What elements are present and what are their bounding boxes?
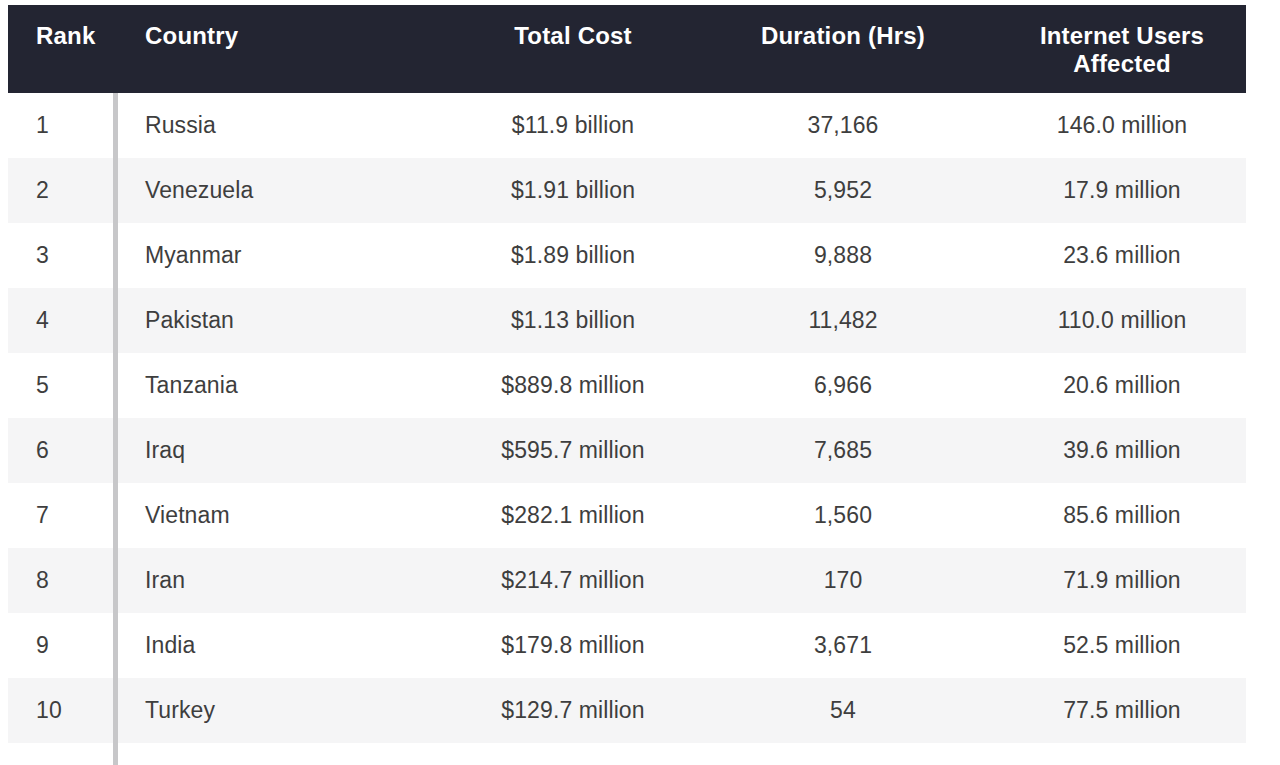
cell-country: Russia <box>115 112 458 139</box>
cell-duration-hrs: 170 <box>688 567 998 594</box>
column-header-total-cost: Total Cost <box>458 5 688 93</box>
cell-internet-users: 110.0 million <box>998 307 1246 334</box>
column-header-country: Country <box>115 5 458 93</box>
cell-internet-users: 17.9 million <box>998 177 1246 204</box>
table-header-row: Rank Country Total Cost Duration (Hrs) I… <box>8 5 1246 93</box>
table-row: 4 Pakistan $1.13 billion 11,482 110.0 mi… <box>8 288 1246 353</box>
cell-duration-hrs: 3,671 <box>688 632 998 659</box>
table-row: 7 Vietnam $282.1 million 1,560 85.6 mill… <box>8 483 1246 548</box>
cell-country: Myanmar <box>115 242 458 269</box>
cell-country: Turkey <box>115 697 458 724</box>
cell-country: Venezuela <box>115 177 458 204</box>
cell-rank: 6 <box>8 437 115 464</box>
cell-duration-hrs: 37,166 <box>688 112 998 139</box>
cell-internet-users: 71.9 million <box>998 567 1246 594</box>
cell-duration-hrs: 54 <box>688 697 998 724</box>
cell-country: Vietnam <box>115 502 458 529</box>
table-row: 9 India $179.8 million 3,671 52.5 millio… <box>8 613 1246 678</box>
cell-country: Pakistan <box>115 307 458 334</box>
column-header-rank: Rank <box>8 5 115 93</box>
cell-rank: 9 <box>8 632 115 659</box>
cell-rank: 10 <box>8 697 115 724</box>
cell-internet-users: 20.6 million <box>998 372 1246 399</box>
ranked-countries-page: Rank Country Total Cost Duration (Hrs) I… <box>0 0 1280 765</box>
cell-rank: 5 <box>8 372 115 399</box>
table-row: 10 Turkey $129.7 million 54 77.5 million <box>8 678 1246 743</box>
internet-shutdown-cost-table: Rank Country Total Cost Duration (Hrs) I… <box>8 5 1246 743</box>
column-header-internet-users: Internet Users Affected <box>998 5 1246 93</box>
cell-total-cost: $1.13 billion <box>458 307 688 334</box>
cell-rank: 2 <box>8 177 115 204</box>
cell-duration-hrs: 5,952 <box>688 177 998 204</box>
cell-total-cost: $1.91 billion <box>458 177 688 204</box>
cell-rank: 3 <box>8 242 115 269</box>
rank-column-divider <box>113 93 118 765</box>
cell-total-cost: $889.8 million <box>458 372 688 399</box>
cell-total-cost: $595.7 million <box>458 437 688 464</box>
cell-internet-users: 77.5 million <box>998 697 1246 724</box>
cell-total-cost: $214.7 million <box>458 567 688 594</box>
cell-duration-hrs: 11,482 <box>688 307 998 334</box>
cell-internet-users: 146.0 million <box>998 112 1246 139</box>
cell-rank: 8 <box>8 567 115 594</box>
table-row: 8 Iran $214.7 million 170 71.9 million <box>8 548 1246 613</box>
cell-rank: 4 <box>8 307 115 334</box>
cell-internet-users: 52.5 million <box>998 632 1246 659</box>
table-body: 1 Russia $11.9 billion 37,166 146.0 mill… <box>8 93 1246 743</box>
cell-country: Iran <box>115 567 458 594</box>
table-row: 1 Russia $11.9 billion 37,166 146.0 mill… <box>8 93 1246 158</box>
cell-total-cost: $11.9 billion <box>458 112 688 139</box>
column-header-duration-hrs: Duration (Hrs) <box>688 5 998 93</box>
table-row: 3 Myanmar $1.89 billion 9,888 23.6 milli… <box>8 223 1246 288</box>
table-row: 6 Iraq $595.7 million 7,685 39.6 million <box>8 418 1246 483</box>
cell-total-cost: $282.1 million <box>458 502 688 529</box>
cell-duration-hrs: 9,888 <box>688 242 998 269</box>
cell-total-cost: $1.89 billion <box>458 242 688 269</box>
cell-internet-users: 85.6 million <box>998 502 1246 529</box>
cell-total-cost: $129.7 million <box>458 697 688 724</box>
cell-country: Tanzania <box>115 372 458 399</box>
cell-rank: 7 <box>8 502 115 529</box>
table-row: 5 Tanzania $889.8 million 6,966 20.6 mil… <box>8 353 1246 418</box>
cell-duration-hrs: 6,966 <box>688 372 998 399</box>
cell-duration-hrs: 7,685 <box>688 437 998 464</box>
cell-duration-hrs: 1,560 <box>688 502 998 529</box>
cell-internet-users: 23.6 million <box>998 242 1246 269</box>
cell-internet-users: 39.6 million <box>998 437 1246 464</box>
table-row: 2 Venezuela $1.91 billion 5,952 17.9 mil… <box>8 158 1246 223</box>
cell-country: India <box>115 632 458 659</box>
cell-country: Iraq <box>115 437 458 464</box>
cell-rank: 1 <box>8 112 115 139</box>
cell-total-cost: $179.8 million <box>458 632 688 659</box>
